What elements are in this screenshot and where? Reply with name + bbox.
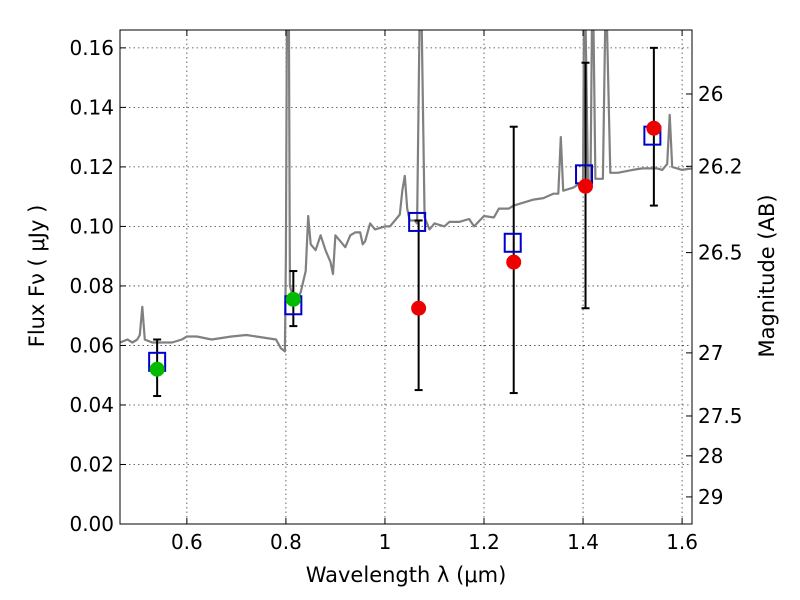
observed-points: [149, 120, 662, 377]
x-tick-label: 0.6: [171, 530, 203, 554]
y-tick-label: 0.00: [69, 512, 114, 536]
plot-frame: [119, 29, 693, 525]
red-point: [411, 300, 427, 316]
tick-labels: 0.6 0.8 1 1.2 1.4 1.6 0.00 0.02 0.04 0.06 0.08 0.10…: [69, 36, 742, 554]
spectrum-layer: [120, 30, 692, 353]
right-y-axis-label: Magnitude (AB): [755, 194, 779, 357]
y-tick-label: 0.06: [69, 333, 114, 357]
model-square: [408, 211, 427, 232]
error-bars: [153, 46, 658, 398]
x-tick-label: 1.2: [468, 530, 500, 554]
green-point: [149, 361, 165, 377]
ticks: [120, 30, 692, 525]
model-square: [503, 232, 522, 253]
grid: [120, 30, 692, 524]
y-tick-label: 0.08: [69, 274, 114, 298]
right-tick-label: 29: [698, 485, 723, 509]
y-tick-label: 0.02: [69, 452, 114, 476]
x-axis-label: Wavelength λ (μm): [306, 563, 507, 587]
right-tick-label: 27.5: [698, 404, 743, 428]
x-tick-label: 0.8: [270, 530, 302, 554]
red-point: [578, 178, 594, 194]
y-tick-label: 0.14: [69, 95, 114, 119]
y-axis-label: Flux Fν ( μJy ): [25, 205, 49, 348]
right-tick-label: 27: [698, 341, 723, 365]
right-tick-label: 26.5: [698, 241, 743, 265]
y-tick-label: 0.10: [69, 214, 114, 238]
right-tick-label: 26.2: [698, 154, 743, 178]
y-tick-label: 0.16: [69, 36, 114, 60]
y-tick-label: 0.04: [69, 393, 114, 417]
x-tick-label: 1.4: [567, 530, 599, 554]
x-tick-label: 1: [379, 530, 392, 554]
right-tick-label: 26: [698, 82, 723, 106]
red-point: [506, 254, 522, 270]
y-tick-label: 0.12: [69, 155, 114, 179]
right-tick-label: 28: [698, 444, 723, 468]
green-point: [285, 291, 301, 307]
red-point: [646, 120, 662, 136]
spectrum-line: [120, 30, 692, 353]
x-tick-label: 1.6: [666, 530, 698, 554]
